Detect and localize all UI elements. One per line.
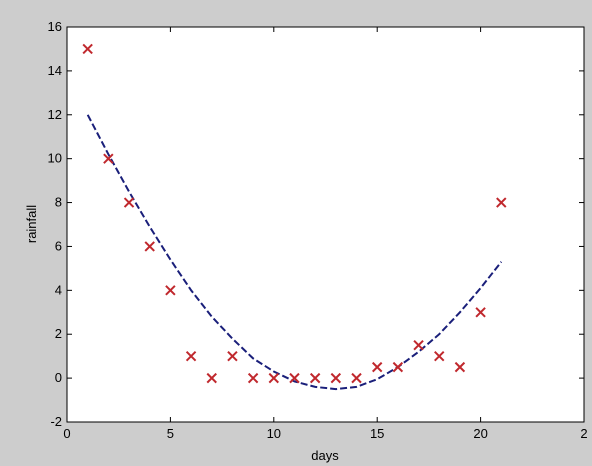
y-tick-label: 16	[48, 19, 62, 34]
data-point-marker	[289, 372, 300, 384]
y-tick-label: 14	[48, 63, 62, 78]
data-point-marker	[268, 372, 280, 384]
x-tick-label: 5	[167, 426, 174, 441]
y-tick-label: 8	[55, 195, 62, 210]
x-tick-label: 10	[267, 426, 281, 441]
data-point-marker	[309, 372, 321, 384]
data-markers	[82, 43, 507, 384]
data-point-marker	[103, 153, 114, 164]
y-tick-label: 12	[48, 107, 62, 122]
x-axis: 0 5 10 15 20 2	[63, 27, 588, 441]
y-tick-label: 10	[48, 151, 62, 166]
fit-curve-layer	[86, 114, 503, 391]
x-tick-label: 20	[473, 426, 487, 441]
data-point-marker	[165, 285, 176, 296]
y-tick-label: -2	[50, 414, 62, 429]
data-point-marker	[247, 372, 259, 384]
data-point-marker	[144, 241, 155, 252]
data-point-marker	[475, 307, 486, 318]
plot-area	[66, 26, 585, 423]
data-point-marker	[434, 350, 445, 362]
x-tick-label: 2	[580, 426, 587, 441]
data-point-marker	[82, 43, 93, 55]
y-tick-label: 4	[55, 282, 62, 297]
data-point-marker	[371, 361, 383, 373]
data-point-marker	[413, 339, 424, 351]
data-point-marker	[185, 350, 197, 362]
data-point-marker	[123, 197, 135, 208]
fit-curve-line	[86, 114, 503, 391]
data-point-marker	[454, 361, 466, 373]
data-point-marker	[227, 350, 238, 362]
x-tick-label: 15	[370, 426, 384, 441]
data-point-marker	[496, 197, 507, 208]
y-tick-label: 2	[55, 326, 62, 341]
y-axis: -2 0 2 4 6 8 10 12 14 16	[48, 19, 584, 429]
data-point-marker	[392, 361, 404, 373]
data-point-marker	[330, 372, 342, 384]
y-tick-label: 0	[55, 370, 62, 385]
data-point-marker	[206, 372, 217, 384]
data-point-marker	[351, 372, 362, 384]
x-axis-label: days	[311, 448, 339, 463]
y-axis-label: rainfall	[24, 205, 39, 243]
x-tick-label: 0	[63, 426, 70, 441]
y-tick-label: 6	[55, 238, 62, 253]
